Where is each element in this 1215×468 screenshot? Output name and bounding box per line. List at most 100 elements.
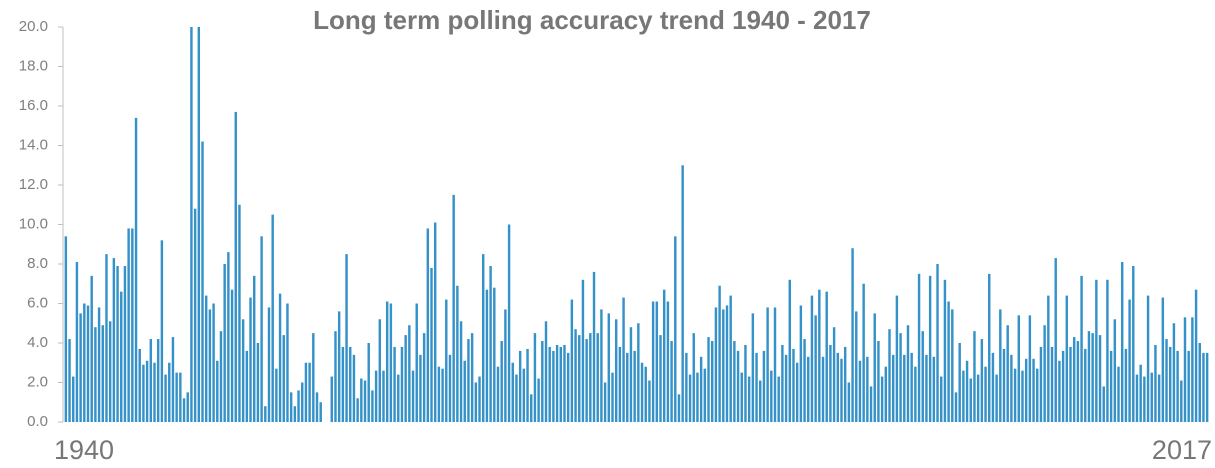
bar (223, 264, 226, 422)
bar (725, 305, 729, 422)
y-tick-label: 12.0 (19, 176, 48, 193)
bar (714, 307, 718, 422)
bar (1205, 352, 1209, 422)
bar (97, 307, 101, 422)
bar (581, 279, 585, 422)
bar (736, 350, 740, 422)
bar (880, 376, 884, 422)
bar (138, 348, 141, 422)
bar (164, 374, 167, 422)
bar (541, 341, 544, 422)
bar (762, 350, 766, 422)
bar (463, 360, 466, 422)
bar (1095, 279, 1098, 422)
y-tick-label: 14.0 (19, 136, 48, 153)
bar (219, 331, 223, 422)
bar (622, 297, 625, 422)
bar (352, 354, 356, 422)
bar (707, 337, 710, 422)
bar (382, 370, 385, 422)
bar (928, 275, 932, 422)
bar (330, 376, 334, 422)
bar (614, 319, 618, 422)
bar (1039, 346, 1043, 422)
bar (851, 248, 854, 422)
bar (1139, 364, 1142, 422)
bar (430, 267, 433, 422)
bar (733, 341, 736, 422)
bar (448, 354, 452, 422)
bar (570, 299, 574, 422)
bar (1168, 346, 1172, 422)
bar (618, 346, 622, 422)
bar (282, 335, 285, 422)
bar (939, 376, 943, 422)
y-tick-label: 0.0 (27, 413, 48, 430)
bar (936, 264, 939, 422)
bar (818, 289, 821, 422)
bar (674, 236, 677, 422)
bar (415, 303, 418, 422)
bar (145, 360, 149, 422)
bar (86, 305, 90, 422)
bar (156, 339, 160, 422)
bar (175, 372, 178, 422)
bar (1187, 350, 1190, 422)
bar (79, 313, 82, 422)
bar (1006, 325, 1009, 422)
bar (729, 295, 732, 422)
bar (947, 301, 950, 422)
bar (1050, 346, 1054, 422)
bar (522, 368, 526, 422)
bar (869, 386, 873, 422)
bar (267, 307, 271, 422)
bar (644, 366, 647, 422)
bar (204, 295, 208, 422)
bar (637, 323, 640, 422)
bar (349, 346, 352, 422)
bar (1028, 315, 1032, 422)
bar (807, 356, 810, 422)
bar (589, 333, 592, 422)
bar (555, 344, 559, 422)
bar (973, 331, 976, 422)
bar (1120, 262, 1124, 422)
bar (640, 362, 644, 422)
bar (1017, 315, 1021, 422)
bar (626, 352, 629, 422)
bar (899, 333, 902, 422)
bar (374, 370, 378, 422)
bar (504, 309, 507, 422)
bar (260, 236, 263, 422)
bar (703, 368, 707, 422)
bar (792, 348, 795, 422)
bar (906, 325, 910, 422)
bar (766, 307, 769, 422)
bar (301, 382, 304, 422)
bar (1202, 352, 1205, 422)
bar (470, 333, 474, 422)
bar (293, 406, 297, 422)
bar (197, 27, 201, 422)
bar (917, 273, 921, 422)
bar (241, 319, 245, 422)
bar (1176, 350, 1179, 422)
bar (1069, 346, 1072, 422)
bar (773, 307, 777, 422)
bar (1117, 366, 1120, 422)
bar (530, 394, 533, 422)
bar (356, 398, 359, 422)
bar (190, 27, 193, 422)
bar (120, 291, 123, 422)
bar (511, 362, 514, 422)
bar (943, 279, 947, 422)
bar (1065, 295, 1069, 422)
bar (445, 299, 448, 422)
bar (337, 311, 341, 422)
bar (112, 258, 116, 422)
bar (297, 390, 300, 422)
bar (921, 331, 924, 422)
bar (289, 392, 293, 422)
bar (969, 378, 972, 422)
bar (825, 291, 828, 422)
